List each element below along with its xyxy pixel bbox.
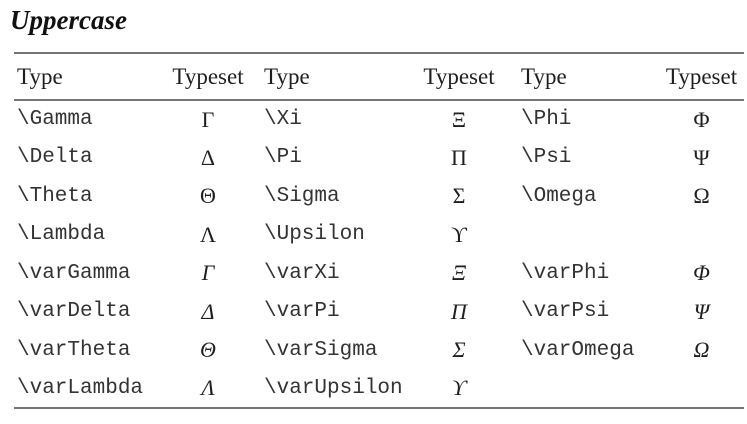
greek-symbol: Φ [693,260,710,286]
column-header-typeset-2: Typeset [423,63,495,89]
column-header-type-3: Type [521,63,567,89]
latex-command: \varUpsilon [264,376,403,400]
greek-symbol: Θ [200,337,216,363]
latex-command: \varPi [264,300,340,324]
greek-symbol: Π [451,298,467,324]
latex-command: \varPsi [521,300,610,324]
latex-command: \varGamma [17,261,131,285]
table-row: \Delta Δ \Pi Π \Psi Ψ [14,139,744,178]
latex-command: \Omega [521,184,597,208]
latex-command: \varDelta [17,300,131,324]
table-row: \Theta Θ \Sigma Σ \Omega Ω [14,177,744,216]
latex-command: \Delta [17,146,93,170]
greek-symbol: Ξ [451,260,467,286]
column-header-type-2: Type [264,63,310,89]
latex-command: \Xi [264,108,302,132]
latex-command: \Lambda [17,223,106,247]
greek-uppercase-table: Type Typeset Type Typeset Type Typeset \… [14,52,744,409]
table-row: \Lambda Λ \Upsilon ϒ [14,216,744,255]
greek-symbol: Φ [693,106,710,132]
latex-command: \varPhi [521,261,610,285]
latex-command: \Psi [521,146,572,170]
greek-symbol: Ω [693,183,710,209]
header-row: Type Typeset Type Typeset Type Typeset [14,53,744,100]
column-header-type-1: Type [17,63,63,89]
latex-command: \Phi [521,108,572,132]
latex-command: \Pi [264,146,302,170]
greek-symbol: Δ [200,144,216,170]
latex-command: \varTheta [17,338,131,362]
table-row: \varTheta Θ \varSigma Σ \varOmega Ω [14,331,744,370]
latex-command [499,216,659,255]
greek-symbol: Π [451,144,467,170]
latex-command: \varSigma [264,338,378,362]
greek-symbol: Θ [200,183,216,209]
greek-symbol: Λ [201,375,215,401]
greek-symbol: Ψ [693,298,710,324]
column-header-typeset-1: Typeset [172,63,244,89]
greek-symbol: Ψ [693,144,710,170]
latex-command: \Sigma [264,184,340,208]
table-row: \Gamma Γ \Xi Ξ \Phi Φ [14,100,744,139]
latex-command: \Gamma [17,108,93,132]
greek-symbol: Λ [200,221,216,247]
greek-symbol: Σ [452,337,466,363]
greek-symbol: Σ [452,183,466,209]
column-header-typeset-3: Typeset [665,63,738,89]
latex-command: \Upsilon [264,223,365,247]
greek-symbol: Γ [201,260,215,286]
table-row: \varGamma Γ \varXi Ξ \varPhi Φ [14,254,744,293]
greek-symbol [659,370,744,409]
latex-command [499,370,659,409]
table-row: \varLambda Λ \varUpsilon ϒ [14,370,744,409]
page-title: Uppercase [10,5,127,35]
latex-command: \varOmega [521,338,635,362]
greek-symbol [659,216,744,255]
greek-symbol: ϒ [451,221,467,247]
table-row: \varDelta Δ \varPi Π \varPsi Ψ [14,293,744,332]
greek-symbol: ϒ [452,375,466,401]
greek-symbol: Ξ [451,106,467,132]
greek-symbol: Δ [201,298,215,324]
latex-command: \varLambda [17,376,144,400]
greek-symbol: Γ [201,106,215,132]
latex-command: \varXi [264,261,340,285]
latex-command: \Theta [17,184,93,208]
greek-symbol: Ω [693,337,710,363]
